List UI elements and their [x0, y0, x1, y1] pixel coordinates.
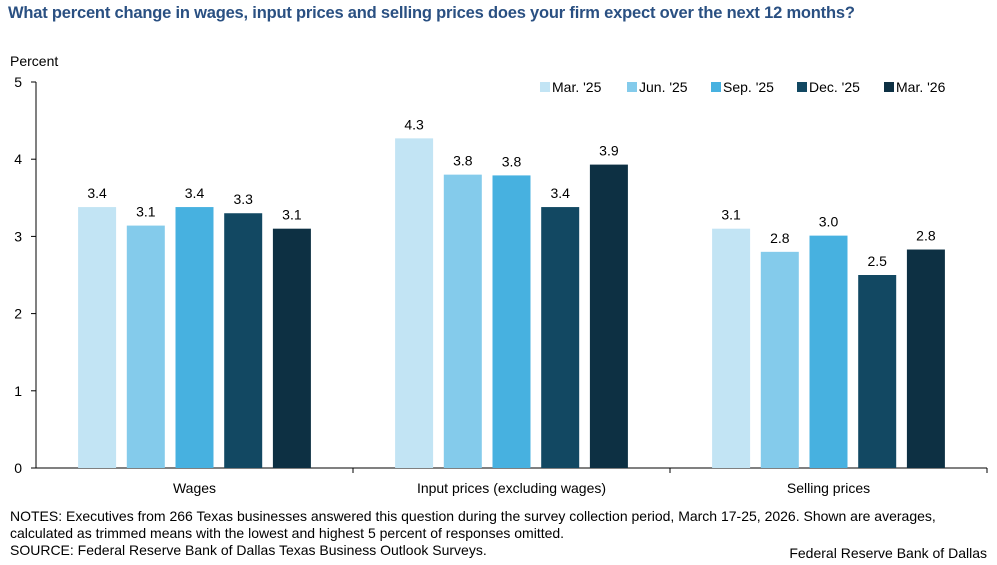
- chart-title: What percent change in wages, input pric…: [8, 4, 855, 22]
- legend: Mar. '25 Jun. '25 Sep. '25 Dec. '25 Mar. '26: [540, 79, 946, 95]
- bar: [760, 251, 799, 468]
- bar: [126, 225, 165, 468]
- data-label: 4.3: [404, 116, 424, 132]
- bar: [272, 228, 311, 468]
- data-label: 2.8: [916, 228, 936, 244]
- legend-swatch: [711, 82, 721, 92]
- bar: [395, 138, 434, 468]
- y-axis-label: Percent: [10, 53, 58, 69]
- bar: [541, 207, 580, 468]
- data-label: 3.8: [453, 153, 473, 169]
- bar: [712, 228, 751, 468]
- bar: [443, 174, 482, 468]
- x-tick-label: Wages: [173, 480, 216, 496]
- legend-label: Dec. '25: [809, 79, 860, 95]
- data-label: 3.1: [282, 207, 302, 223]
- bar-chart: Percent 0 1 2 3 4 5 Wages Input prices (excludi…: [10, 53, 988, 496]
- bar: [809, 235, 848, 468]
- y-tick-label: 2: [14, 306, 22, 322]
- data-label: 2.8: [770, 230, 790, 246]
- bar: [175, 207, 214, 468]
- legend-swatch: [540, 82, 550, 92]
- y-tick-label: 3: [14, 228, 22, 244]
- notes: NOTES: Executives from 266 Texas busines…: [10, 508, 970, 559]
- data-label: 2.5: [867, 253, 887, 269]
- legend-swatch: [627, 82, 637, 92]
- x-tick-label: Input prices (excluding wages): [417, 480, 606, 496]
- legend-label: Mar. '25: [552, 79, 602, 95]
- y-tick-label: 4: [14, 151, 22, 167]
- data-label: 3.8: [502, 153, 522, 169]
- bar: [589, 164, 628, 468]
- bar: [224, 213, 263, 468]
- data-label: 3.4: [87, 185, 107, 201]
- legend-swatch: [884, 82, 894, 92]
- credit: Federal Reserve Bank of Dallas: [789, 545, 987, 561]
- legend-label: Jun. '25: [639, 79, 688, 95]
- legend-label: Mar. '26: [896, 79, 946, 95]
- legend-label: Sep. '25: [723, 79, 774, 95]
- data-label: 3.4: [185, 185, 205, 201]
- data-label: 3.9: [599, 143, 619, 159]
- y-tick-label: 1: [14, 383, 22, 399]
- bar: [78, 207, 117, 468]
- data-label: 3.3: [233, 191, 253, 207]
- bar: [906, 249, 945, 468]
- legend-swatch: [797, 82, 807, 92]
- data-label: 3.1: [721, 207, 741, 223]
- bars: 3.4 3.1 3.4 3.3 3.1 4.3 3.8 3.8 3.4 3.9 3.1 2.8 3.0 2…: [78, 116, 945, 469]
- source-text: SOURCE: Federal Reserve Bank of Dallas T…: [10, 542, 487, 558]
- y-tick-label: 5: [14, 74, 22, 90]
- bar: [492, 175, 531, 469]
- x-tick-label: Selling prices: [787, 480, 870, 496]
- data-label: 3.4: [550, 185, 570, 201]
- bar: [858, 275, 897, 468]
- notes-text: NOTES: Executives from 266 Texas busines…: [10, 508, 936, 541]
- y-tick-label: 0: [14, 460, 22, 476]
- data-label: 3.1: [136, 204, 156, 220]
- data-label: 3.0: [819, 214, 839, 230]
